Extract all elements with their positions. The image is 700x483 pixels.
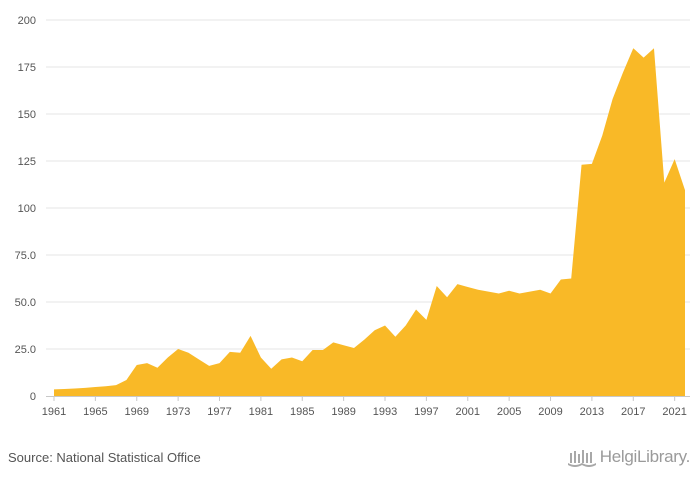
source-note: Source: National Statistical Office: [8, 450, 201, 465]
y-tick-label: 25.0: [15, 344, 36, 356]
x-tick-label: 2021: [662, 406, 686, 418]
y-tick-label: 200: [18, 15, 36, 27]
x-tick-label: 2005: [497, 406, 521, 418]
y-tick-label: 0: [30, 391, 36, 403]
helgilibrary-logo[interactable]: HelgiLibrary.: [567, 447, 691, 467]
x-tick-label: 1993: [373, 406, 397, 418]
x-tick-label: 1961: [42, 406, 66, 418]
brand-name: HelgiLibrary.: [599, 447, 691, 466]
x-tick-label: 2017: [621, 406, 645, 418]
y-tick-label: 175: [18, 62, 36, 74]
x-tick-label: 2009: [538, 406, 562, 418]
x-tick-label: 1989: [331, 406, 355, 418]
y-tick-label: 75.0: [15, 250, 36, 262]
x-tick-label: 1981: [249, 406, 273, 418]
y-tick-label: 150: [18, 109, 36, 121]
x-tick-label: 1985: [290, 406, 314, 418]
area-series: [54, 48, 685, 396]
area-fill: [54, 48, 685, 396]
x-tick-label: 1969: [125, 406, 149, 418]
x-tick-label: 2013: [580, 406, 604, 418]
library-icon: [567, 450, 596, 467]
gridlines: [46, 19, 690, 350]
x-tick-label: 1997: [414, 406, 438, 418]
x-tick-label: 1965: [83, 406, 107, 418]
x-tick-label: 2001: [456, 406, 480, 418]
x-tick-label: 1973: [166, 406, 190, 418]
x-tick-label: 1977: [207, 406, 231, 418]
x-axis: 1961 1965 1969 1973 1977 1981 1985 1989 1993 1997…: [42, 396, 690, 418]
y-tick-label: 50.0: [15, 297, 36, 309]
y-axis: 0 25.0 50.0 75.0 100 125 150 175 200: [15, 15, 36, 403]
y-tick-label: 100: [18, 203, 36, 215]
y-tick-label: 125: [18, 156, 36, 168]
